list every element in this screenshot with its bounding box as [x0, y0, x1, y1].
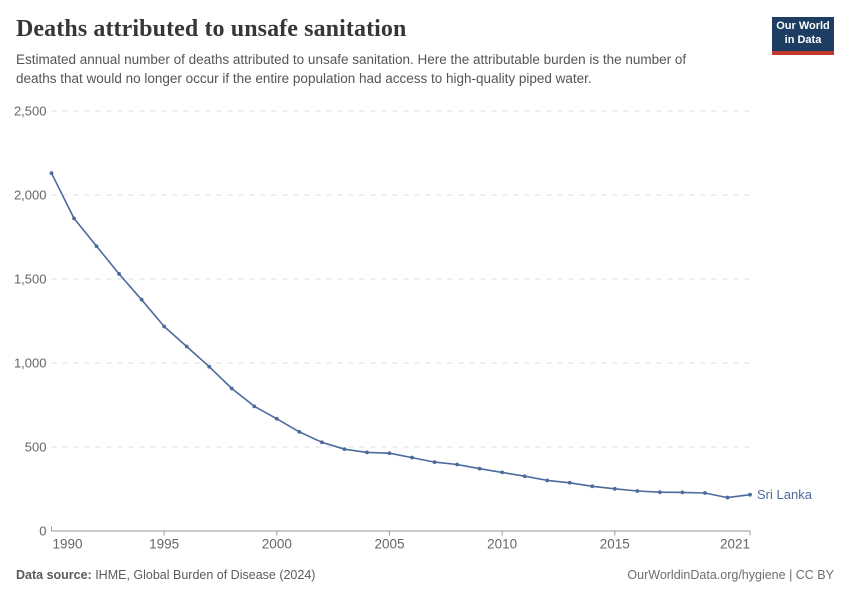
data-point[interactable]	[252, 404, 257, 409]
data-point[interactable]	[635, 489, 640, 493]
data-source-value: IHME, Global Burden of Disease (2024)	[91, 568, 316, 582]
y-tick-label: 2,500	[14, 104, 47, 119]
y-tick-label: 0	[39, 524, 46, 539]
data-point[interactable]	[455, 462, 459, 467]
x-tick-label: 1990	[53, 537, 83, 552]
data-point[interactable]	[725, 495, 730, 500]
chart-title: Deaths attributed to unsafe sanitation	[16, 16, 407, 42]
data-point[interactable]	[139, 297, 144, 302]
data-point[interactable]	[184, 344, 189, 349]
owid-logo-line2: in Data	[784, 33, 822, 46]
y-tick-label: 1,000	[14, 356, 47, 371]
owid-logo-line1: Our World	[776, 20, 830, 32]
data-line[interactable]	[50, 172, 751, 499]
chart-header: Deaths attributed to unsafe sanitation E…	[16, 16, 834, 88]
chart-footer: Data source: IHME, Global Burden of Dise…	[16, 568, 834, 582]
data-point[interactable]	[612, 486, 617, 491]
y-tick-label: 1,500	[14, 272, 47, 287]
data-point[interactable]	[319, 440, 324, 445]
data-point[interactable]	[545, 478, 550, 483]
data-point[interactable]	[49, 171, 54, 176]
data-point[interactable]	[657, 490, 662, 495]
data-source-label: Data source:	[16, 568, 92, 582]
data-point[interactable]	[162, 324, 167, 329]
y-tick-label: 2,000	[14, 188, 47, 203]
data-point[interactable]	[590, 484, 595, 489]
data-point[interactable]	[703, 491, 707, 495]
data-point[interactable]	[410, 455, 414, 460]
data-point[interactable]	[500, 470, 505, 475]
data-point[interactable]	[117, 272, 121, 276]
x-tick-label: 2005	[374, 537, 404, 552]
credit-link[interactable]: OurWorldinData.org/hygiene | CC BY	[627, 568, 834, 582]
data-point[interactable]	[522, 474, 527, 479]
chart-subtitle: Estimated annual number of deaths attrib…	[16, 52, 687, 87]
data-point[interactable]	[274, 416, 279, 421]
data-point[interactable]	[365, 450, 369, 455]
data-point[interactable]	[477, 466, 482, 471]
owid-logo: Our World in Data	[772, 17, 834, 55]
x-tick-label: 1995	[149, 537, 179, 552]
data-source: Data source: IHME, Global Burden of Dise…	[16, 568, 315, 582]
data-point[interactable]	[297, 429, 302, 434]
data-point[interactable]	[94, 244, 99, 249]
line-chart[interactable]: 0 500 1,000 1,500 2,000 2,500 1990 1995 2000 2005…	[0, 95, 850, 560]
data-point[interactable]	[432, 460, 437, 465]
y-tick-label: 500	[25, 440, 47, 455]
data-point[interactable]	[680, 490, 685, 495]
data-point[interactable]	[567, 480, 572, 485]
data-point[interactable]	[387, 451, 392, 456]
data-point[interactable]	[207, 364, 212, 369]
data-point[interactable]	[342, 447, 347, 452]
data-point[interactable]	[748, 492, 752, 497]
x-tick-label: 2021	[720, 537, 750, 552]
data-point[interactable]	[229, 386, 234, 391]
x-tick-label: 2010	[487, 537, 517, 552]
x-tick-label: 2000	[262, 537, 292, 552]
series-end-label: Sri Lanka	[757, 487, 813, 502]
x-tick-label: 2015	[600, 537, 630, 552]
data-point[interactable]	[72, 216, 76, 221]
